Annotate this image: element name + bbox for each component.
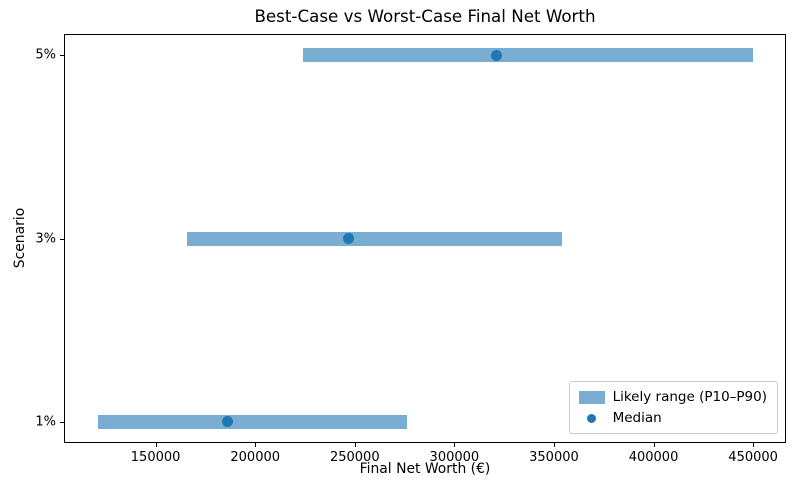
y-tick-label: 3%	[35, 231, 56, 246]
legend: Likely range (P10–P90) Median	[568, 381, 778, 434]
x-tick-mark	[454, 443, 456, 447]
x-tick-mark	[255, 443, 257, 447]
median-dot-5%	[490, 49, 502, 61]
y-tick-label: 5%	[35, 47, 56, 63]
x-axis-label: Final Net Worth (€)	[359, 461, 491, 477]
x-tick-label: 450000	[728, 450, 778, 465]
x-tick-label: 350000	[529, 450, 579, 465]
legend-median-dot-wrap	[579, 413, 605, 423]
x-tick-label: 300000	[429, 450, 480, 465]
legend-median-label: Median	[612, 410, 662, 426]
median-dot-3%	[343, 233, 355, 244]
range-bar-1%	[97, 414, 407, 429]
legend-entry-median: Median	[579, 410, 767, 426]
x-tick-mark	[653, 443, 655, 447]
range-bar-3%	[187, 231, 562, 246]
x-tick-mark	[354, 443, 356, 447]
legend-median-dot-icon	[587, 413, 597, 423]
x-tick-label: 150000	[130, 450, 181, 465]
y-tick-mark	[60, 55, 64, 57]
legend-entry-range: Likely range (P10–P90)	[578, 389, 767, 405]
median-dot-1%	[221, 416, 233, 428]
y-tick-mark	[60, 238, 64, 240]
chart-title: Best-Case vs Worst-Case Final Net Worth	[254, 6, 596, 26]
x-tick-label: 250000	[329, 450, 380, 465]
x-tick-mark	[155, 443, 157, 447]
range-bar-5%	[303, 48, 754, 63]
legend-range-label: Likely range (P10–P90)	[612, 389, 767, 405]
x-tick-label: 200000	[230, 450, 281, 465]
x-tick-mark	[553, 443, 555, 447]
legend-range-swatch	[578, 390, 605, 404]
x-tick-label: 400000	[628, 450, 679, 465]
y-tick-label: 1%	[35, 414, 56, 430]
y-tick-mark	[60, 421, 64, 423]
x-tick-mark	[753, 443, 755, 447]
